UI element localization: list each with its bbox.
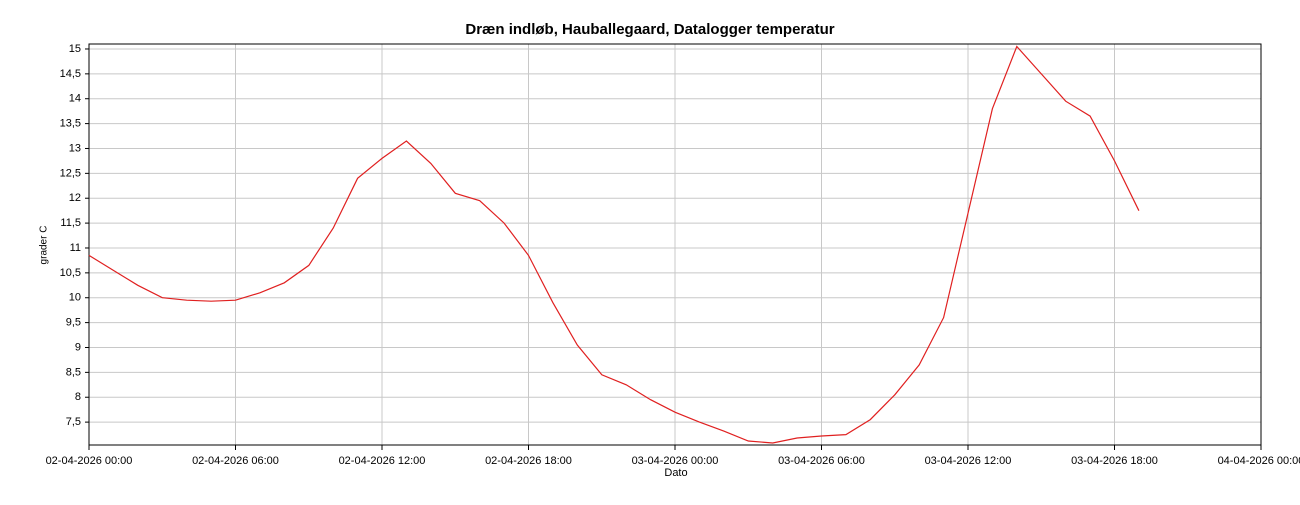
- y-tick-label: 11,5: [60, 217, 81, 229]
- x-tick-label: 03-04-2026 00:00: [632, 455, 719, 467]
- x-axis-label: Dato: [664, 467, 687, 479]
- y-axis-label: grader C: [39, 226, 50, 265]
- y-tick-label: 10,5: [60, 267, 81, 279]
- y-tick-label: 15: [69, 43, 81, 55]
- y-tick-label: 8,5: [66, 366, 81, 378]
- x-tick-label: 02-04-2026 06:00: [192, 455, 279, 467]
- y-tick-label: 9: [75, 341, 81, 353]
- y-tick-label: 8: [75, 391, 81, 403]
- x-tick-label: 03-04-2026 06:00: [778, 455, 865, 467]
- x-tick-label: 02-04-2026 00:00: [46, 455, 133, 467]
- y-tick-label: 14,5: [60, 68, 81, 80]
- x-tick-label: 02-04-2026 18:00: [485, 455, 572, 467]
- y-tick-label: 7,5: [66, 416, 81, 428]
- x-tick-label: 03-04-2026 18:00: [1071, 455, 1158, 467]
- y-tick-label: 11: [70, 242, 81, 254]
- y-tick-label: 13,5: [60, 118, 81, 130]
- y-tick-label: 10: [69, 292, 81, 304]
- x-tick-label: 04-04-2026 00:00: [1218, 455, 1300, 467]
- chart-title: Dræn indløb, Hauballegaard, Datalogger t…: [465, 21, 834, 38]
- y-tick-label: 12: [69, 192, 81, 204]
- y-tick-label: 13: [69, 142, 81, 154]
- data-line: [88, 45, 1140, 444]
- y-tick-label: 14: [69, 93, 81, 105]
- x-tick-label: 02-04-2026 12:00: [339, 455, 426, 467]
- plot-frame: [88, 43, 1262, 446]
- x-tick-label: 03-04-2026 12:00: [925, 455, 1012, 467]
- y-tick-label: 9,5: [66, 317, 81, 329]
- y-tick-label: 12,5: [60, 167, 81, 179]
